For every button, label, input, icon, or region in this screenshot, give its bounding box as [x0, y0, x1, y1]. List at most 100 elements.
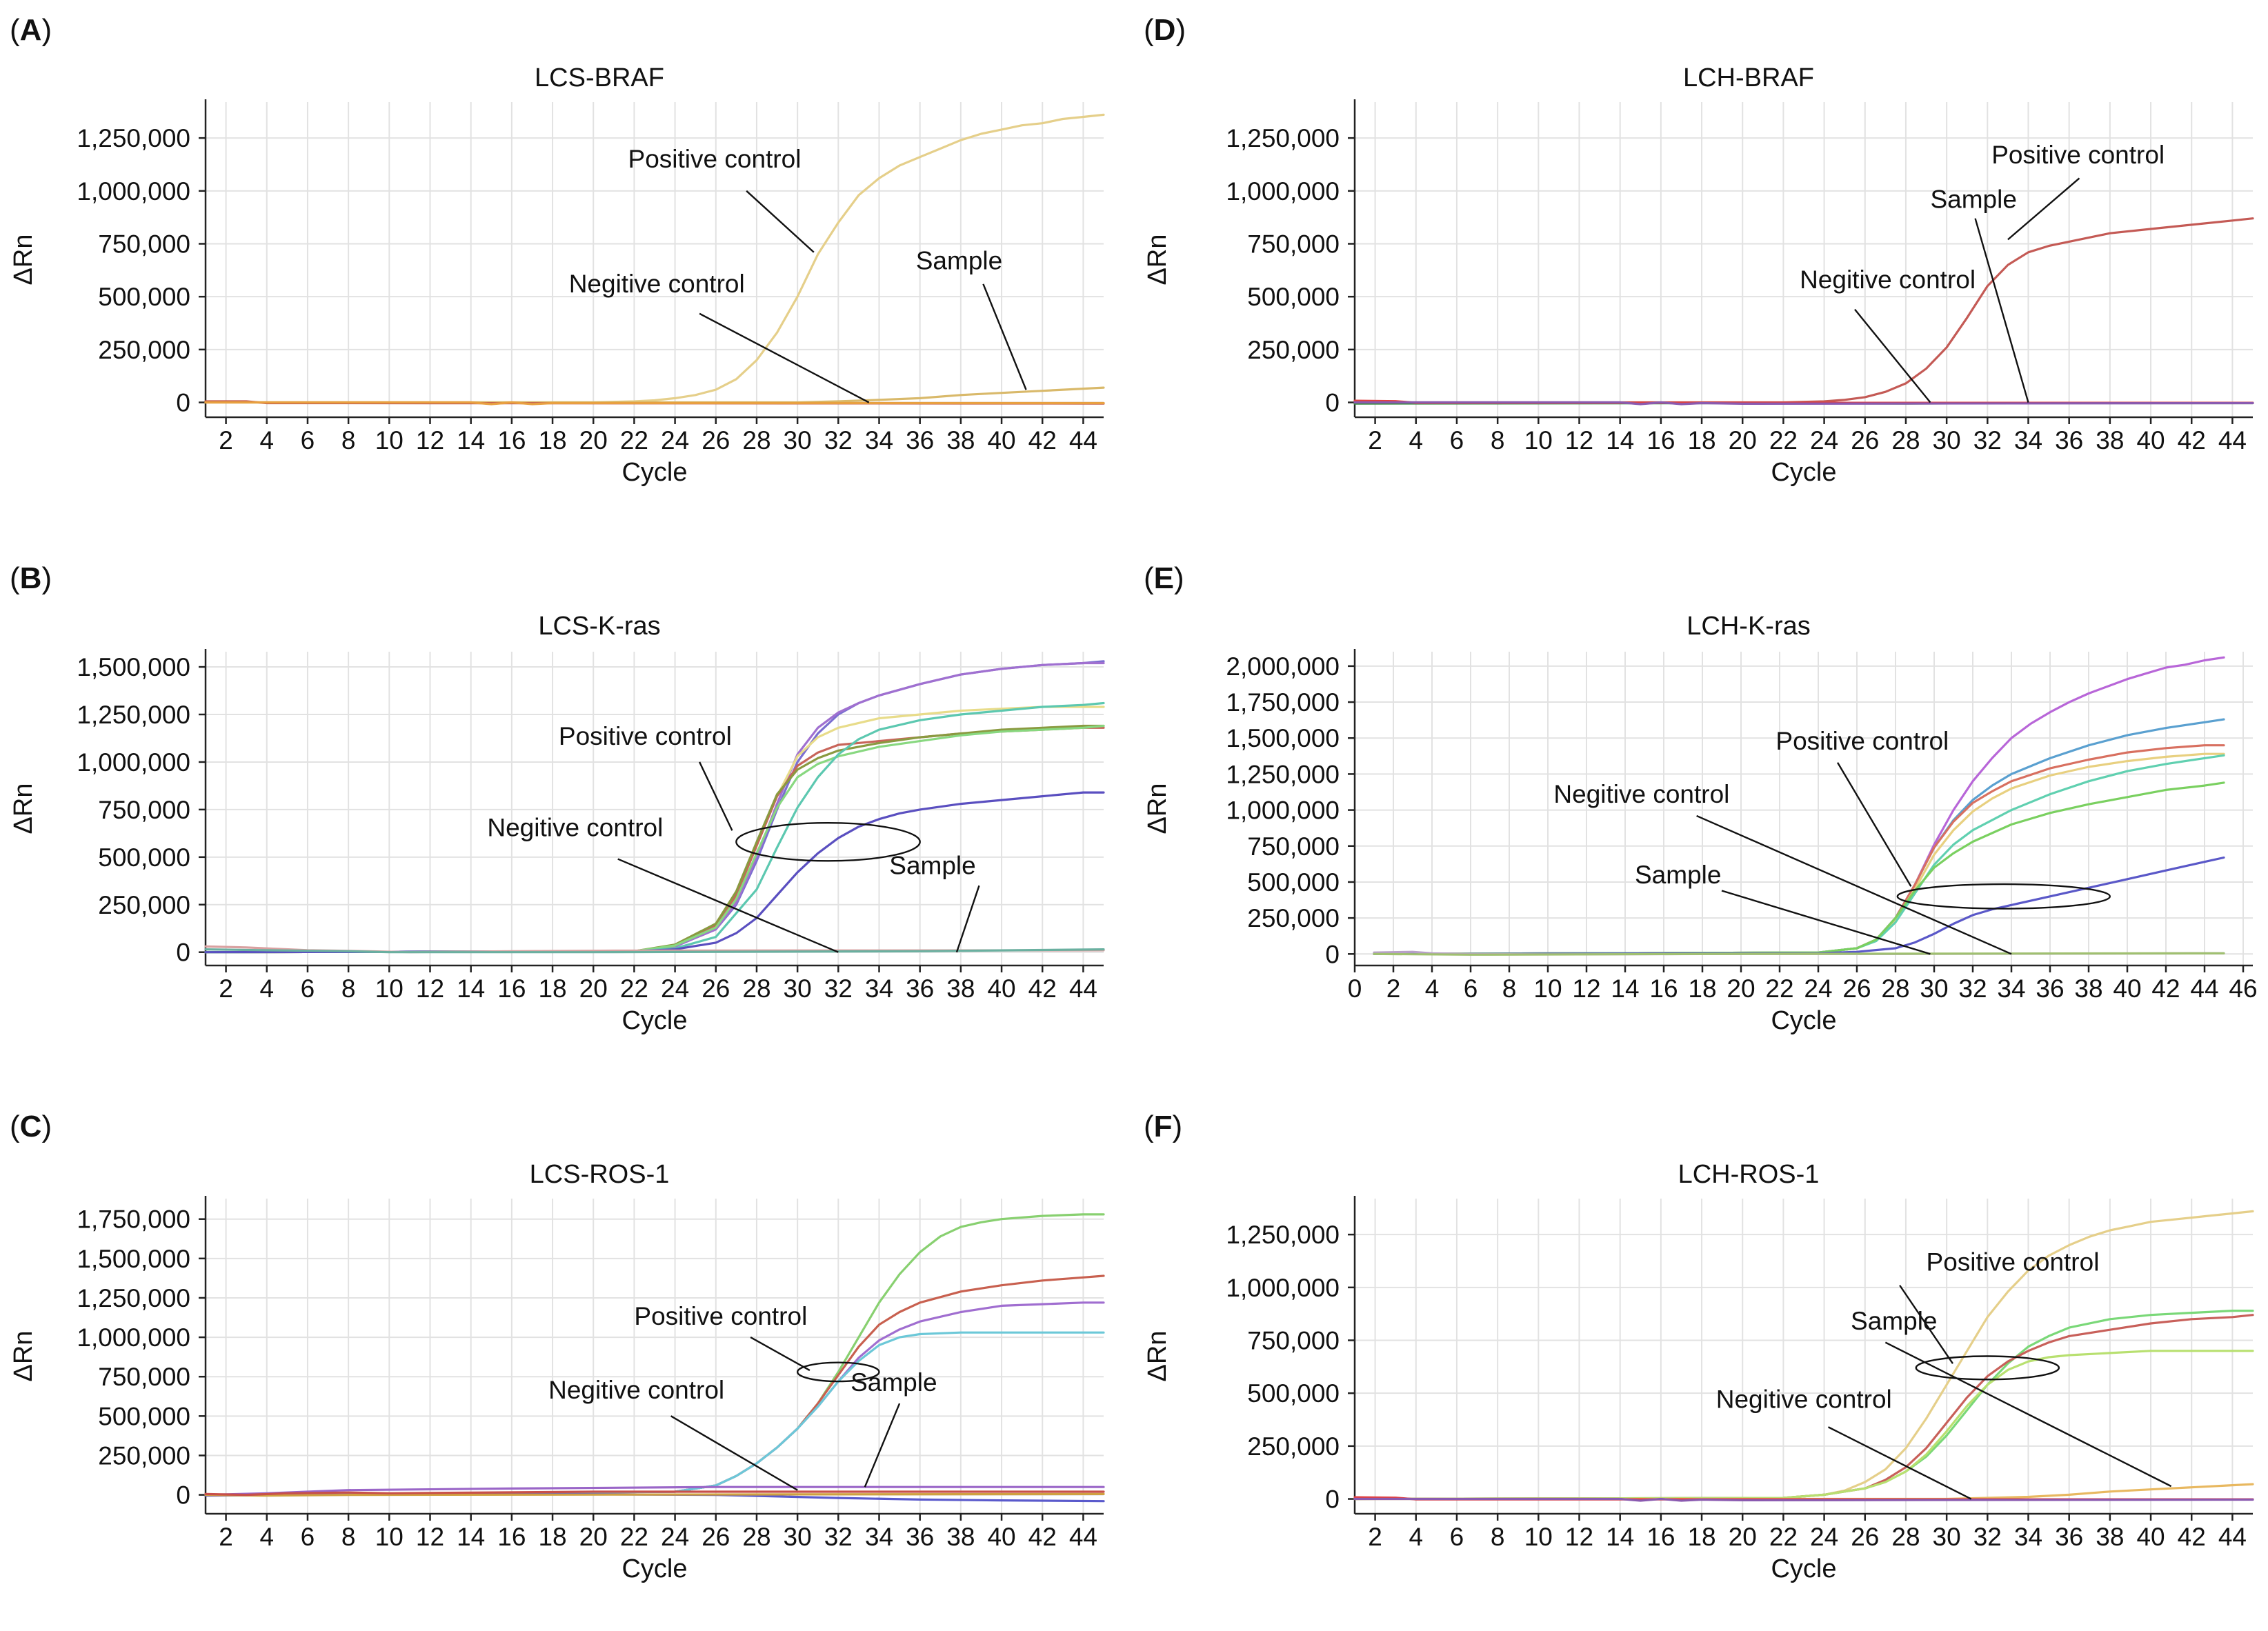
series-line-5 [204, 724, 1105, 954]
y-tick-label: 1,750,000 [77, 1205, 190, 1234]
y-tick-label: 1,500,000 [77, 653, 190, 681]
panel-e: (E) LCH-K-ras 0 2 4 6 8 10 12 14 16 18 20 22 24 26 28 30 3… [1134, 548, 2268, 1083]
panel-label: (C) [10, 1110, 52, 1143]
series-line-6 [204, 724, 1105, 954]
x-tick-label: 10 [375, 426, 404, 454]
x-tick-label: 12 [1572, 974, 1600, 1003]
y-tick-label: 750,000 [1247, 230, 1340, 258]
x-tick-label: 34 [865, 426, 893, 454]
annotation-label: Positive control [634, 1302, 807, 1330]
x-tick-label: 34 [2014, 426, 2042, 454]
series-line-4 [1353, 1350, 2254, 1501]
annotation-leader [1974, 218, 2029, 403]
x-tick-label: 10 [1524, 426, 1553, 454]
x-tick-label: 20 [579, 974, 608, 1003]
series-line-1 [1353, 217, 2254, 404]
series-group [1353, 217, 2254, 406]
x-tick-label: 6 [1450, 1523, 1464, 1551]
x-tick-label: 8 [1491, 426, 1505, 454]
x-tick-label: 4 [259, 426, 274, 454]
x-tick-label: 36 [2055, 426, 2083, 454]
x-tick-label: 2 [1386, 974, 1401, 1003]
y-tick-label: 250,000 [98, 891, 190, 919]
x-tick-label: 20 [1729, 1523, 1757, 1551]
x-tick-label: 10 [1533, 974, 1562, 1003]
series-line-9 [1373, 952, 2225, 956]
x-tick-label: 42 [2178, 1523, 2206, 1551]
chart-f: (F)LCH-ROS-12 4 6 8 10 12 14 16 18 20 22 24 26 28 30 32… [1143, 1110, 2254, 1583]
annotation-leader [1899, 1285, 1954, 1364]
y-tick-label: 500,000 [1247, 283, 1340, 311]
x-tick-label: 4 [1409, 1523, 1423, 1551]
x-tick-label: 20 [1727, 974, 1755, 1003]
y-tick-label: 750,000 [1247, 1326, 1340, 1354]
x-tick-label: 2 [1368, 426, 1382, 454]
panel-b: (B) LCS-K-ras 2 4 6 8 10 12 14 16 18 20 22 24 26 28 30 32… [0, 548, 1134, 1083]
x-tick-label: 8 [341, 974, 356, 1003]
x-tick-label: 10 [375, 1523, 404, 1551]
annotation-leader [2007, 177, 2080, 241]
annotation-label: Positive control [1927, 1248, 2100, 1276]
y-tick-label: 0 [176, 939, 190, 967]
grid [1355, 1199, 2253, 1514]
series-line-8 [204, 791, 1105, 954]
x-axis-label: Cycle [621, 1006, 687, 1035]
grid [206, 1199, 1104, 1514]
annotation-label: Negitive control [548, 1376, 724, 1404]
series-line-1 [1353, 1210, 2254, 1501]
x-tick-label: 26 [1851, 1523, 1879, 1551]
y-axis-label: ΔRn [1143, 783, 1172, 834]
x-tick-label: 38 [946, 974, 975, 1003]
x-tick-label: 14 [457, 974, 485, 1003]
annotation-label: Negitive control [1716, 1385, 1892, 1414]
x-tick-label: 30 [784, 426, 812, 454]
annotation-leader [746, 190, 815, 253]
y-tick-label: 1,250,000 [77, 701, 190, 729]
y-tick-label: 1,000,000 [1226, 797, 1340, 825]
x-tick-label: 16 [497, 974, 526, 1003]
annotation-leader [1827, 1426, 1972, 1500]
x-tick-label: 26 [702, 426, 730, 454]
x-tick-label: 6 [1450, 426, 1464, 454]
y-tick-label: 1,250,000 [1226, 760, 1340, 788]
y-axis-label: ΔRn [9, 234, 38, 286]
y-tick-label: 1,250,000 [77, 124, 190, 152]
annotation-label: Negitive control [569, 270, 745, 298]
y-tick-label: 0 [176, 389, 190, 417]
x-tick-label: 2 [219, 426, 233, 454]
x-axis-label: Cycle [1771, 458, 1836, 487]
y-tick-label: 0 [1325, 389, 1340, 417]
x-tick-label: 36 [906, 426, 934, 454]
x-tick-label: 14 [457, 1523, 485, 1551]
x-tick-label: 40 [987, 426, 1015, 454]
x-tick-label: 26 [1851, 426, 1879, 454]
y-tick-label: 0 [1325, 1485, 1340, 1514]
group-ellipse [1915, 1355, 2060, 1381]
x-tick-label: 38 [946, 426, 975, 454]
chart-title: LCS-BRAF [535, 63, 664, 92]
x-tick-label: 40 [2136, 426, 2165, 454]
x-tick-label: 44 [2218, 1523, 2247, 1551]
y-tick-label: 250,000 [1247, 336, 1340, 364]
series-line-4 [204, 401, 1105, 406]
group-ellipse [796, 1361, 880, 1383]
x-tick-label: 44 [1069, 974, 1097, 1003]
panel-a: (A) LCS-BRAF 2 4 6 8 10 12 14 16 18 20 22 24 26 28 30 32 3… [0, 0, 1134, 534]
x-tick-label: 18 [538, 1523, 566, 1551]
x-tick-label: 4 [1425, 974, 1440, 1003]
x-tick-label: 8 [1502, 974, 1517, 1003]
x-tick-label: 6 [301, 974, 315, 1003]
annotation-leader [699, 312, 870, 403]
y-tick-label: 500,000 [98, 1402, 190, 1430]
x-tick-label: 24 [661, 974, 689, 1003]
x-axis-label: Cycle [1771, 1554, 1836, 1583]
x-tick-label: 44 [2218, 426, 2247, 454]
y-tick-label: 500,000 [1247, 1379, 1340, 1408]
x-tick-label: 14 [1606, 426, 1634, 454]
x-tick-label: 18 [1687, 426, 1715, 454]
x-tick-label: 16 [497, 1523, 526, 1551]
y-tick-label: 1,000,000 [1226, 1274, 1340, 1302]
x-tick-label: 40 [987, 974, 1015, 1003]
x-tick-label: 20 [579, 1523, 608, 1551]
